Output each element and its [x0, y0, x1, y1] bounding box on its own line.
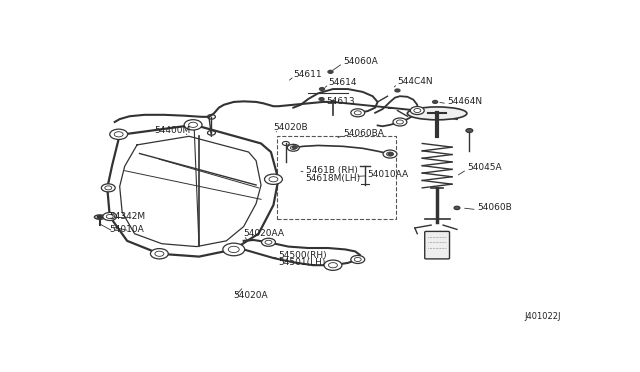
Text: 54020A: 54020A — [234, 291, 268, 300]
Circle shape — [466, 129, 473, 132]
Circle shape — [319, 97, 324, 100]
Bar — [277, 136, 396, 219]
Circle shape — [287, 144, 300, 151]
Text: 544C4N: 544C4N — [397, 77, 433, 86]
Ellipse shape — [408, 107, 467, 120]
Circle shape — [395, 89, 400, 92]
Circle shape — [110, 129, 127, 140]
Text: 54060A: 54060A — [343, 57, 378, 66]
Circle shape — [101, 184, 115, 192]
Circle shape — [351, 109, 365, 117]
Circle shape — [262, 238, 275, 246]
Text: J401022J: J401022J — [525, 312, 561, 321]
Circle shape — [388, 153, 393, 155]
Text: 54614: 54614 — [328, 78, 356, 87]
Circle shape — [393, 118, 407, 126]
Text: 54020B: 54020B — [273, 123, 308, 132]
Text: 5461B (RH): 5461B (RH) — [306, 166, 358, 175]
Text: 54500(RH): 54500(RH) — [278, 251, 327, 260]
Text: 54342M: 54342M — [110, 212, 146, 221]
Circle shape — [410, 106, 424, 115]
Circle shape — [324, 260, 342, 270]
Circle shape — [184, 120, 202, 130]
Text: 54618M(LH): 54618M(LH) — [306, 174, 361, 183]
Circle shape — [351, 256, 365, 263]
Text: 54060BA: 54060BA — [343, 129, 384, 138]
Circle shape — [103, 212, 116, 221]
Circle shape — [97, 216, 102, 218]
Text: 54010AA: 54010AA — [367, 170, 409, 179]
Text: 54400M: 54400M — [154, 126, 191, 135]
Text: 54613: 54613 — [326, 97, 355, 106]
Circle shape — [150, 248, 168, 259]
Circle shape — [454, 206, 460, 210]
Circle shape — [319, 87, 324, 90]
Circle shape — [383, 150, 397, 158]
Text: 54020AA: 54020AA — [244, 229, 285, 238]
FancyBboxPatch shape — [425, 231, 449, 259]
Text: 54611: 54611 — [293, 70, 322, 79]
Text: 54010A: 54010A — [110, 225, 145, 234]
Text: 54045A: 54045A — [467, 163, 502, 172]
Circle shape — [330, 100, 335, 103]
Circle shape — [292, 146, 297, 149]
Circle shape — [264, 174, 282, 185]
Circle shape — [433, 100, 438, 103]
Circle shape — [328, 70, 333, 73]
Text: 54060B: 54060B — [477, 203, 511, 212]
Text: 54464N: 54464N — [447, 97, 482, 106]
Text: 54501(LH): 54501(LH) — [278, 259, 326, 267]
Ellipse shape — [94, 215, 106, 219]
Circle shape — [223, 243, 244, 256]
